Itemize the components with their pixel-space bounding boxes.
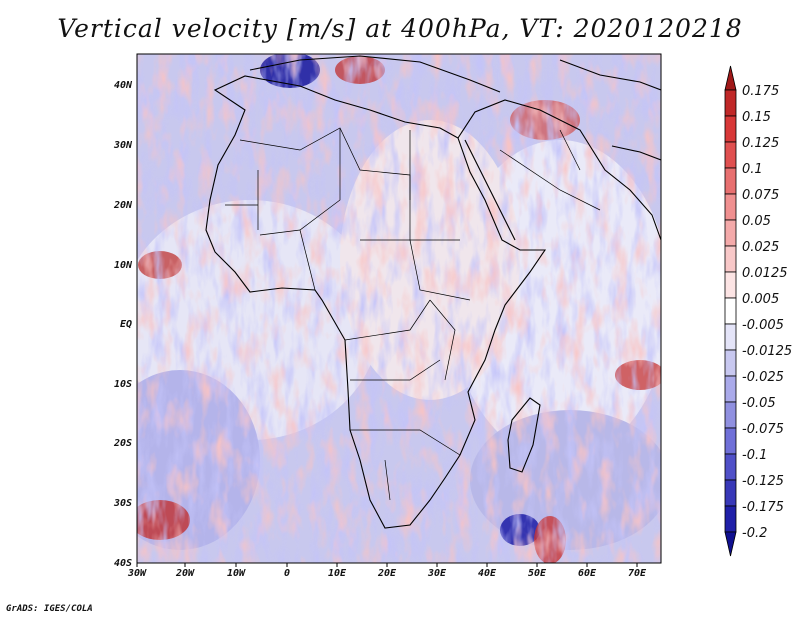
colorbar-swatch — [724, 297, 737, 325]
colorbar-swatch — [724, 115, 737, 143]
lon-label: 60E — [578, 568, 597, 579]
lat-label: 10S — [114, 379, 132, 390]
colorbar-swatch — [724, 141, 737, 169]
colorbar-swatch — [724, 375, 737, 403]
lat-label: 20S — [113, 438, 132, 449]
longitude-labels: 30W 20W 10W 0 10E 20E 30E 40E 50E 60E 70… — [127, 568, 647, 579]
velocity-field — [137, 54, 661, 563]
colorbar-swatch — [724, 245, 737, 273]
lon-label: 30W — [127, 568, 147, 579]
colorbar-swatch — [724, 479, 737, 507]
lon-label: 70E — [628, 568, 647, 579]
lat-label: 30N — [113, 140, 133, 151]
colorbar-swatch — [724, 271, 737, 299]
colorbar-swatch — [724, 193, 737, 221]
lat-label: 40N — [114, 80, 133, 91]
colorbar-label: 0.05 — [742, 214, 771, 229]
map-frame — [136, 53, 662, 564]
lon-label: 0 — [284, 568, 290, 579]
lon-label: 40E — [478, 568, 497, 579]
country-borders — [225, 127, 601, 501]
colorbar-label: -0.2 — [742, 526, 767, 541]
colorbar-swatch — [724, 453, 737, 481]
coastlines — [205, 55, 661, 529]
colorbar-swatch — [724, 89, 737, 117]
colorbar-label: 0.15 — [742, 110, 771, 125]
colorbar-swatch — [724, 65, 737, 91]
lat-label: 30S — [113, 498, 132, 509]
latitude-labels: 40N 30N 20N 10N EQ 10S 20S 30S 40S — [113, 80, 133, 569]
colorbar-label: -0.025 — [742, 370, 784, 385]
lat-label: EQ — [120, 319, 132, 330]
axis-ticks — [136, 563, 638, 567]
colorbar-label: 0.025 — [742, 240, 779, 255]
colorbar-label: 0.175 — [742, 84, 779, 99]
colorbar-swatch — [724, 167, 737, 195]
chart-title: Vertical velocity [m/s] at 400hPa, VT: 2… — [57, 14, 743, 43]
lon-label: 10E — [328, 568, 347, 579]
colorbar-label: 0.075 — [742, 188, 779, 203]
lat-label: 20N — [113, 200, 133, 211]
colorbar-swatch — [724, 505, 737, 533]
colorbar-swatch — [724, 427, 737, 455]
lon-label: 20W — [175, 568, 195, 579]
colorbar-label: -0.175 — [742, 500, 784, 515]
colorbar-label: 0.005 — [742, 292, 779, 307]
colorbar-swatch — [724, 401, 737, 429]
colorbar-label: -0.075 — [742, 422, 784, 437]
colorbar-swatch — [724, 349, 737, 377]
colorbar-swatch — [724, 323, 737, 351]
colorbar-label: -0.0125 — [742, 344, 792, 359]
colorbar-label: 0.1 — [742, 162, 763, 177]
colorbar-label: -0.05 — [742, 396, 776, 411]
lon-label: 20E — [377, 568, 397, 579]
colorbar-label: -0.1 — [742, 448, 767, 463]
colorbar-label: 0.0125 — [742, 266, 788, 281]
colorbar: 0.175 0.15 0.125 0.1 0.075 0.05 0.025 0.0125 0.0… — [724, 65, 792, 557]
colorbar-label: -0.125 — [742, 474, 784, 489]
colorbar-swatch — [724, 531, 737, 557]
lat-label: 10N — [114, 260, 133, 271]
grads-footer: GrADS: IGES/COLA — [6, 604, 93, 614]
colorbar-swatch — [724, 219, 737, 247]
lon-label: 50E — [528, 568, 547, 579]
lon-label: 10W — [227, 568, 246, 579]
lon-label: 30E — [427, 568, 447, 579]
lat-label: 40S — [114, 558, 132, 569]
colorbar-label: 0.125 — [742, 136, 779, 151]
colorbar-label: -0.005 — [742, 318, 784, 333]
